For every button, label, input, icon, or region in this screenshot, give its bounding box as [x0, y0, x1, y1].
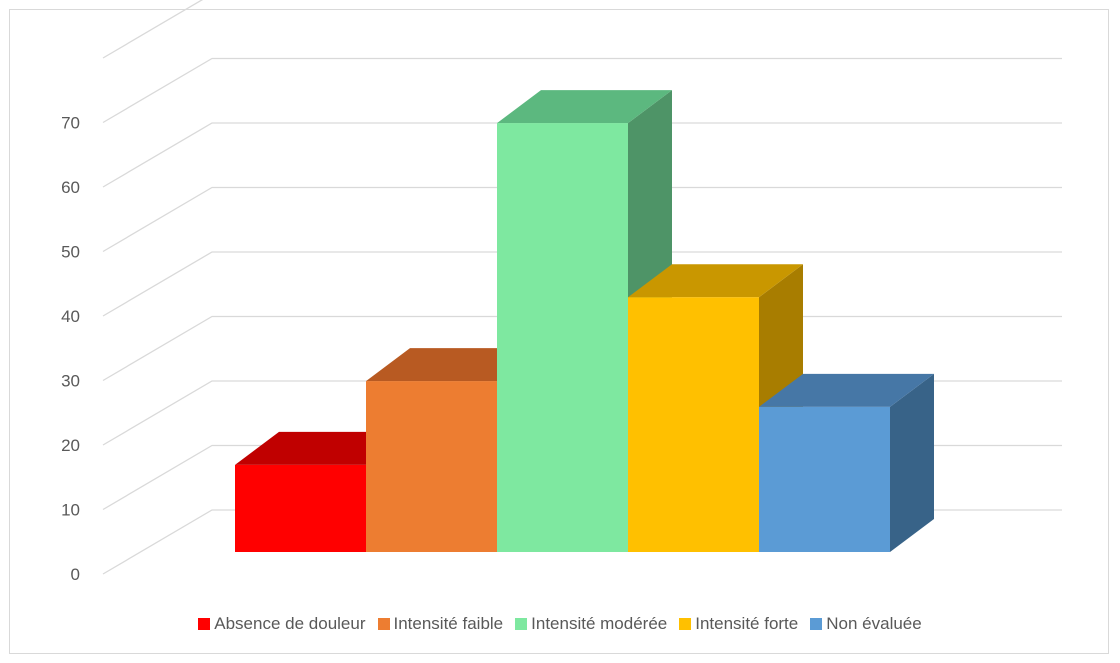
bar-front: [628, 297, 759, 552]
gridline: [102, 251, 1062, 317]
legend-swatch: [515, 618, 528, 630]
y-tick-label: 10: [61, 501, 80, 520]
y-tick-label: 0: [71, 565, 80, 584]
legend-label: Intensité faible: [393, 614, 504, 633]
legend-item-absence-de-douleur: Absence de douleur: [198, 614, 366, 634]
bar-top: [628, 264, 803, 298]
bar-front: [497, 123, 628, 552]
bar-front: [235, 464, 366, 552]
y-axis-ticks: 0 10 20 30 40 50 60 70: [61, 114, 80, 585]
bar-front: [366, 381, 497, 552]
gridline: [102, 57, 1062, 124]
y-tick-label: 60: [61, 178, 80, 197]
gridline: [102, 0, 204, 59]
bar-top: [759, 373, 934, 407]
legend-item-intensite-faible: Intensité faible: [377, 614, 504, 634]
legend-item-non-evaluee: Non évaluée: [810, 614, 922, 634]
bar-side: [890, 373, 934, 552]
legend-swatch: [377, 618, 390, 630]
bar-top: [497, 90, 672, 124]
gridline: [102, 186, 1062, 253]
y-tick-label: 40: [61, 307, 80, 326]
legend-item-intensite-forte: Intensité forte: [679, 614, 798, 634]
legend-swatch: [198, 618, 211, 630]
legend-item-intensite-moderee: Intensité modérée: [515, 614, 667, 634]
legend-label: Absence de douleur: [214, 614, 366, 633]
legend-label: Non évaluée: [826, 614, 922, 633]
y-tick-label: 30: [61, 372, 80, 391]
bars: [235, 90, 934, 552]
bar-non-evaluee: [759, 373, 934, 552]
bar-front: [759, 406, 890, 552]
legend-swatch: [679, 618, 692, 630]
legend-swatch: [810, 618, 823, 630]
y-tick-label: 70: [61, 114, 80, 133]
gridline: [102, 122, 1062, 188]
legend-label: Intensité modérée: [531, 614, 668, 633]
legend: Absence de douleur Intensité faible Intens…: [0, 614, 1120, 634]
y-tick-label: 20: [61, 436, 80, 455]
y-tick-label: 50: [61, 243, 80, 262]
legend-label: Intensité forte: [695, 614, 799, 633]
